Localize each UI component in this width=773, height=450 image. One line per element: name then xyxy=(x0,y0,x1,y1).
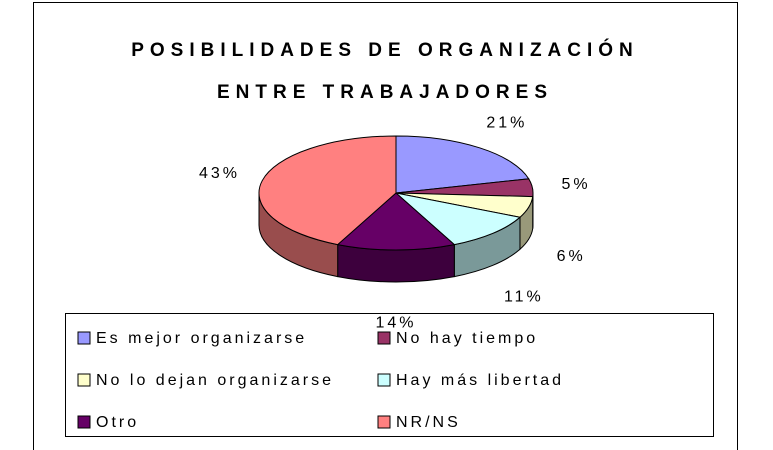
legend-label: No hay tiempo xyxy=(396,330,538,347)
legend-swatch xyxy=(377,415,391,429)
legend-swatch xyxy=(77,373,91,387)
legend-swatch xyxy=(77,331,91,345)
slice xyxy=(395,135,530,194)
slice xyxy=(258,135,397,246)
legend-label: Es mejor organizarse xyxy=(96,330,307,347)
legend-swatch xyxy=(77,415,91,429)
data-label: 6% xyxy=(557,248,586,265)
data-label: 21% xyxy=(486,114,527,131)
slice xyxy=(394,192,522,246)
data-label: 43% xyxy=(199,165,240,182)
chart-title: POSIBILIDADES DE ORGANIZACIÓN ENTRE TRAB… xyxy=(131,40,639,103)
legend-label: No lo dejan organizarse xyxy=(96,372,334,389)
legend-label: NR/NS xyxy=(396,414,461,431)
legend-label: Hay más libertad xyxy=(396,372,564,389)
data-label: 11% xyxy=(504,289,544,306)
legend-label: Otro xyxy=(96,414,139,431)
slice xyxy=(336,192,456,251)
legend-swatch xyxy=(377,373,391,387)
legend-swatch xyxy=(377,331,391,345)
data-label: 14% xyxy=(375,315,416,332)
data-label: 5% xyxy=(561,176,590,193)
